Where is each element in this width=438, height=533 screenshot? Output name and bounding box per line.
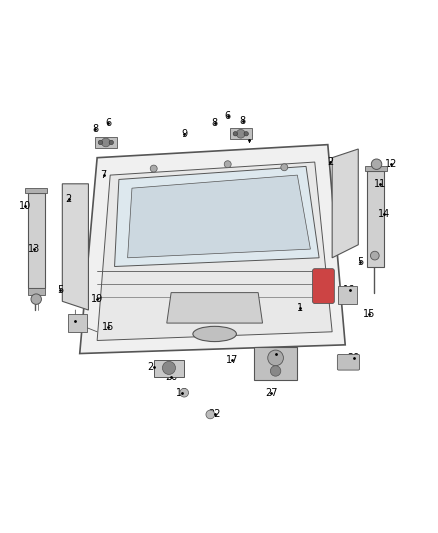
Text: 8: 8 xyxy=(240,116,246,126)
Text: 22: 22 xyxy=(208,409,221,419)
FancyBboxPatch shape xyxy=(337,354,360,370)
Circle shape xyxy=(237,130,245,138)
Text: 7: 7 xyxy=(246,135,253,146)
Text: 10: 10 xyxy=(19,200,32,211)
Polygon shape xyxy=(365,166,387,171)
Circle shape xyxy=(371,251,379,260)
Circle shape xyxy=(206,410,215,419)
Circle shape xyxy=(98,140,102,144)
Text: 18: 18 xyxy=(176,387,188,398)
Polygon shape xyxy=(127,175,311,258)
Circle shape xyxy=(31,294,42,304)
Text: 13: 13 xyxy=(28,244,40,254)
Text: 1: 1 xyxy=(297,303,303,313)
Text: 15: 15 xyxy=(102,322,114,333)
Text: 2: 2 xyxy=(327,157,333,167)
Text: 21: 21 xyxy=(148,361,160,372)
Circle shape xyxy=(102,138,110,147)
Circle shape xyxy=(162,361,176,375)
Polygon shape xyxy=(254,347,297,379)
Circle shape xyxy=(150,165,157,172)
Text: 17: 17 xyxy=(226,355,238,365)
FancyBboxPatch shape xyxy=(338,286,357,304)
Text: 8: 8 xyxy=(92,124,98,134)
Circle shape xyxy=(268,350,283,366)
Circle shape xyxy=(270,366,281,376)
FancyBboxPatch shape xyxy=(313,269,334,303)
Polygon shape xyxy=(154,360,184,377)
Text: 12: 12 xyxy=(385,159,397,169)
Polygon shape xyxy=(80,144,345,353)
Circle shape xyxy=(180,389,188,397)
Text: 2: 2 xyxy=(66,194,72,204)
Ellipse shape xyxy=(193,326,237,342)
Text: 6: 6 xyxy=(105,118,111,128)
Polygon shape xyxy=(25,188,47,192)
Text: 19: 19 xyxy=(91,294,103,304)
Polygon shape xyxy=(367,171,385,266)
Text: 5: 5 xyxy=(57,286,63,295)
Circle shape xyxy=(224,161,231,168)
Text: 27: 27 xyxy=(265,387,278,398)
Circle shape xyxy=(233,132,237,136)
Bar xyxy=(230,128,252,139)
Polygon shape xyxy=(28,288,45,295)
Text: 6: 6 xyxy=(225,111,231,122)
Polygon shape xyxy=(332,149,358,258)
Text: 16: 16 xyxy=(343,286,356,295)
Circle shape xyxy=(281,164,288,171)
Text: 15: 15 xyxy=(363,309,375,319)
Text: 16: 16 xyxy=(69,316,81,326)
Text: 8: 8 xyxy=(212,118,218,128)
Polygon shape xyxy=(62,184,88,310)
Text: 26: 26 xyxy=(269,349,282,359)
Text: 5: 5 xyxy=(357,257,364,267)
FancyBboxPatch shape xyxy=(68,314,87,332)
Circle shape xyxy=(244,132,248,136)
Text: 7: 7 xyxy=(101,170,107,180)
Text: 11: 11 xyxy=(374,179,386,189)
Text: 20: 20 xyxy=(165,373,177,383)
Bar xyxy=(95,137,117,148)
Polygon shape xyxy=(167,293,262,323)
Circle shape xyxy=(371,159,382,169)
Polygon shape xyxy=(97,162,332,341)
Text: 14: 14 xyxy=(378,209,391,219)
Text: 9: 9 xyxy=(181,129,187,139)
Polygon shape xyxy=(28,192,45,288)
Circle shape xyxy=(109,140,113,144)
Polygon shape xyxy=(115,166,319,266)
Text: 29: 29 xyxy=(348,353,360,363)
